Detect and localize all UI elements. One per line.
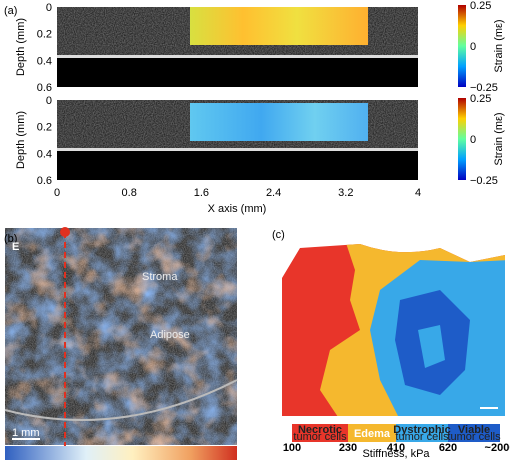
x-tick-label: 0.8 xyxy=(122,187,137,199)
stiffness-tick: 620 xyxy=(439,442,457,454)
stiffness-tick: 410 xyxy=(387,442,405,454)
y-tick-label: 0 xyxy=(46,95,52,107)
colorbar-label: Strain (mε) xyxy=(493,19,505,72)
y-tick-label: 0.2 xyxy=(37,29,52,41)
colorbar xyxy=(458,98,466,180)
x-tick-label: 4 xyxy=(415,187,421,199)
y-tick-label: 0.6 xyxy=(37,175,52,187)
x-tick-label: 0 xyxy=(54,187,60,199)
y-tick-label: 0.4 xyxy=(37,55,52,67)
class-name: Edema xyxy=(354,428,391,440)
colorbar-tick-label: 0.25 xyxy=(470,93,491,105)
y-axis-label: Depth (mm) xyxy=(15,111,27,169)
stiffness-tick: 100 xyxy=(283,442,301,454)
class-sub: tumor cells xyxy=(447,431,501,443)
panel-label: (b) xyxy=(4,233,17,245)
class-sub: tumor cells xyxy=(395,431,449,443)
x-axis-label: X axis (mm) xyxy=(208,203,267,215)
stiffness-map xyxy=(282,244,505,442)
stiffness-tick: ~2000 xyxy=(485,442,510,454)
stiffness-tick: 230 xyxy=(339,442,357,454)
class-sub: tumor cells xyxy=(293,431,347,443)
x-tick-label: 2.4 xyxy=(266,187,281,199)
y-axis-label: Depth (mm) xyxy=(15,18,27,76)
colorbar-tick-label: 0.25 xyxy=(470,0,491,12)
panel-label: (c) xyxy=(272,229,285,241)
oct-image-bottom xyxy=(57,100,418,180)
histology-image xyxy=(4,227,238,460)
colorbar-tick-label: 0 xyxy=(470,41,476,53)
annotation: Stroma xyxy=(142,271,178,283)
panel-letter: E xyxy=(12,241,19,253)
scale-bar-label: 1 mm xyxy=(12,427,40,439)
class-name: Necrotic xyxy=(298,424,342,436)
class-name: Viable xyxy=(458,424,490,436)
oct-image-top xyxy=(57,7,418,87)
x-tick-label: 3.2 xyxy=(338,187,353,199)
colorbar-tick-label: −0.25 xyxy=(470,175,498,187)
y-tick-label: 0.6 xyxy=(37,82,52,94)
y-tick-label: 0 xyxy=(46,2,52,14)
y-tick-label: 0.2 xyxy=(37,122,52,134)
panel-label: (a) xyxy=(4,5,17,17)
colorbar xyxy=(458,5,466,87)
colorbar-tick-label: 0 xyxy=(470,134,476,146)
x-tick-label: 1.6 xyxy=(194,187,209,199)
stiffness-label: Stiffness, kPa xyxy=(362,448,430,460)
y-tick-label: 0.4 xyxy=(37,148,52,160)
colorbar-tick-label: −0.25 xyxy=(470,82,498,94)
class-name: Dystrophic xyxy=(393,424,450,436)
annotation: Adipose xyxy=(150,329,190,341)
colorbar-label: Strain (mε) xyxy=(493,112,505,165)
